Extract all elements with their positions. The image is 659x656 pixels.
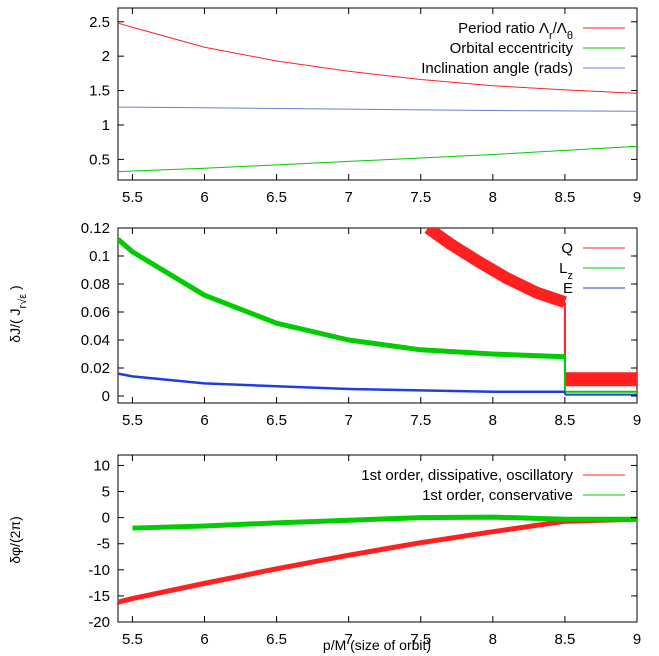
x-tick-label: 8 <box>489 412 497 429</box>
x-tick-label: 9 <box>633 631 641 648</box>
y-tick-label: 10 <box>93 457 110 474</box>
x-tick-label: 5.5 <box>122 631 143 648</box>
panel-middle: 5.5 6 6.5 7 7.5 8 8.5 9 0 0.02 0.04 0.06 0.08 0.1 0.1… <box>7 220 641 429</box>
legend-label-2: E <box>563 280 573 297</box>
y-tick-label: 1.5 <box>89 83 110 100</box>
x-tick-label: 8 <box>489 189 497 206</box>
y-tick-label: 1 <box>102 117 110 134</box>
x-tick-label: 7 <box>344 189 352 206</box>
series-line-0 <box>118 22 637 94</box>
y-tick-label: 2.5 <box>89 14 110 31</box>
x-tick-label: 7.5 <box>410 412 431 429</box>
series-line-1 <box>118 237 566 360</box>
x-tick-label: 6.5 <box>266 412 287 429</box>
legend-label-0: Q <box>561 240 573 257</box>
x-tick-label: 6.5 <box>266 189 287 206</box>
x-tick-label: 6 <box>200 631 208 648</box>
y-tick-label: 0.04 <box>81 332 110 349</box>
series-line-1 <box>132 514 637 531</box>
y-tick-label: -20 <box>88 614 110 631</box>
x-tick-label: 9 <box>633 189 641 206</box>
y-tick-label: 0.06 <box>81 304 110 321</box>
y-tick-label: 0.08 <box>81 276 110 293</box>
x-tick-label: 8.5 <box>554 412 575 429</box>
x-tick-label: 5.5 <box>122 412 143 429</box>
x-tick-label: 7.5 <box>410 631 431 648</box>
y-tick-label: 0.1 <box>89 248 110 265</box>
legend-label-1: Orbital eccentricity <box>450 40 574 57</box>
x-tick-label: 8 <box>489 631 497 648</box>
panel-middle-frame <box>117 227 638 404</box>
x-tick-label: 9 <box>633 412 641 429</box>
panel-bottom-ylabel: δφ/(2π) <box>7 516 23 564</box>
x-tick-label: 7 <box>344 631 352 648</box>
panel-bottom-xlabel: p/M (size of orbit) <box>323 637 431 653</box>
legend-label-0: 1st order, dissipative, oscillatory <box>361 467 573 484</box>
x-tick-label: 7.5 <box>410 189 431 206</box>
y-tick-label: 0.12 <box>81 220 110 237</box>
series-line-1 <box>118 145 637 173</box>
series-line-0 <box>424 228 567 308</box>
legend-label-0: Period ratio Λr/Λθ <box>458 20 573 42</box>
x-tick-label: 8.5 <box>554 631 575 648</box>
panel-middle-ylabel: δJ/( Jr√ε ) <box>7 285 29 342</box>
y-tick-label: 0 <box>102 388 110 405</box>
y-tick-label: 2 <box>102 48 110 65</box>
y-tick-label: -5 <box>97 536 110 553</box>
x-tick-label: 6 <box>200 412 208 429</box>
x-tick-label: 6.5 <box>266 631 287 648</box>
x-tick-label: 6 <box>200 189 208 206</box>
panel-top: 5.5 6 6.5 7 7.5 8 8.5 9 0.5 1 1.5 2 2.5 Period rati… <box>89 7 641 206</box>
legend-label-1: Lz <box>559 260 573 282</box>
legend-label-1: 1st order, conservative <box>422 487 573 504</box>
x-tick-label: 5.5 <box>122 189 143 206</box>
y-tick-label: 5 <box>102 484 110 501</box>
y-tick-label: -10 <box>88 562 110 579</box>
legend-label-2: Inclination angle (rads) <box>421 60 573 77</box>
panel-bottom-frame <box>117 454 638 623</box>
panel-bottom: 5.5 6 6.5 7 7.5 8 8.5 9 -20 -15 -10 -5 0 5 10 1st ord… <box>7 454 641 653</box>
y-tick-label: 0.02 <box>81 360 110 377</box>
y-tick-label: -15 <box>88 588 110 605</box>
series-line-2 <box>118 372 565 394</box>
x-tick-label: 7 <box>344 412 352 429</box>
panel-top-frame <box>117 7 638 181</box>
y-tick-label: 0.5 <box>89 151 110 168</box>
series-line-2 <box>118 106 637 112</box>
series-line-0 <box>118 516 637 605</box>
y-tick-label: 0 <box>102 510 110 527</box>
x-tick-label: 8.5 <box>554 189 575 206</box>
